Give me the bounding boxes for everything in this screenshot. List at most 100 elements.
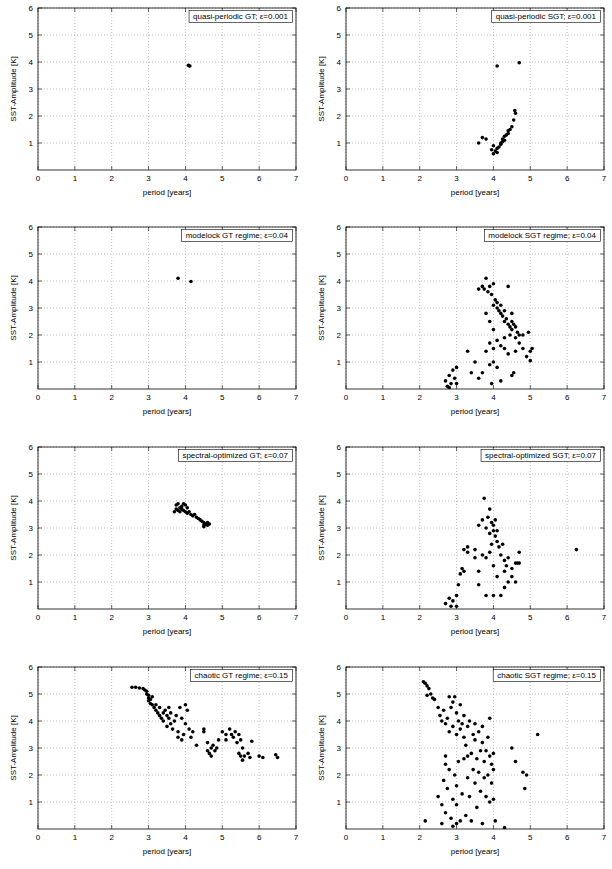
tick	[38, 62, 42, 63]
point	[499, 594, 503, 598]
point	[517, 341, 521, 345]
tick-label: 3	[29, 744, 34, 753]
points	[444, 497, 578, 609]
tick	[346, 362, 350, 363]
point	[248, 756, 252, 760]
point	[506, 580, 510, 584]
point	[475, 757, 479, 761]
points	[130, 685, 279, 762]
grid-line	[346, 694, 604, 695]
tick	[346, 8, 347, 12]
tick	[419, 385, 420, 389]
tick	[456, 447, 457, 451]
point	[492, 798, 496, 802]
panel: 01234567123456period [years]SST-Amplitud…	[9, 663, 299, 856]
tick	[600, 254, 604, 255]
x-axis-label: period [years]	[143, 847, 191, 856]
point	[451, 798, 455, 802]
tick	[419, 605, 420, 609]
point	[492, 144, 496, 148]
tick	[292, 802, 296, 803]
tick-label: 3	[454, 833, 459, 842]
point	[425, 694, 429, 698]
tick	[604, 166, 605, 170]
point	[237, 752, 241, 756]
tick	[148, 8, 149, 12]
tick	[419, 667, 420, 671]
tick	[38, 254, 42, 255]
tick	[111, 667, 112, 671]
point	[436, 706, 440, 710]
tick-label: 6	[29, 4, 34, 13]
tick	[530, 385, 531, 389]
point	[241, 746, 245, 750]
point	[237, 733, 241, 737]
tick	[148, 605, 149, 609]
point	[495, 339, 499, 343]
tick-label: 2	[29, 551, 34, 560]
grid-line	[346, 335, 604, 336]
tick-label: 5	[29, 250, 34, 259]
y-axis-label: SST-Amplitude [K]	[317, 495, 326, 560]
point	[473, 548, 477, 552]
tick-label: 2	[337, 771, 342, 780]
tick	[148, 447, 149, 451]
tick	[74, 8, 75, 12]
point	[527, 331, 531, 335]
tick-label: 4	[29, 717, 34, 726]
point	[492, 282, 496, 286]
tick	[38, 667, 42, 668]
tick-label: 0	[344, 833, 349, 842]
point	[173, 719, 177, 723]
point	[503, 826, 507, 829]
grid-line	[346, 528, 604, 529]
point	[513, 109, 517, 113]
tick	[292, 474, 296, 475]
point	[449, 706, 453, 710]
tick	[493, 605, 494, 609]
grid-line	[346, 308, 604, 309]
tick	[292, 748, 296, 749]
point	[517, 61, 521, 65]
tick-label: 1	[381, 833, 386, 842]
grid-line	[346, 582, 604, 583]
points	[187, 63, 192, 67]
tick-label: 4	[337, 58, 342, 67]
tick	[74, 227, 75, 231]
point	[423, 819, 427, 823]
point	[488, 532, 492, 536]
grid-line	[456, 227, 457, 389]
point	[484, 795, 488, 799]
point	[484, 594, 488, 598]
tick	[38, 308, 42, 309]
tick	[346, 555, 350, 556]
point	[250, 739, 254, 743]
tick	[600, 694, 604, 695]
x-axis-label: period [years]	[143, 188, 191, 197]
grid-line	[148, 447, 149, 609]
tick	[296, 605, 297, 609]
tick	[346, 447, 350, 448]
tick-label: 2	[417, 613, 422, 622]
point	[495, 540, 499, 544]
tick	[292, 362, 296, 363]
point	[176, 735, 180, 739]
point	[138, 686, 142, 690]
tick-label: 0	[344, 174, 349, 183]
tick	[600, 447, 604, 448]
tick	[38, 447, 42, 448]
grid-line	[38, 528, 296, 529]
point	[505, 564, 509, 568]
point	[484, 749, 488, 753]
title-frame	[492, 11, 601, 23]
tick	[346, 775, 350, 776]
tick	[600, 802, 604, 803]
tick	[38, 385, 39, 389]
grid-line	[38, 555, 296, 556]
grid-line	[346, 721, 604, 722]
tick	[600, 227, 604, 228]
plot-frame	[346, 447, 604, 609]
tick-label: 6	[29, 443, 34, 452]
point	[473, 722, 477, 726]
tick-label: 6	[565, 393, 570, 402]
